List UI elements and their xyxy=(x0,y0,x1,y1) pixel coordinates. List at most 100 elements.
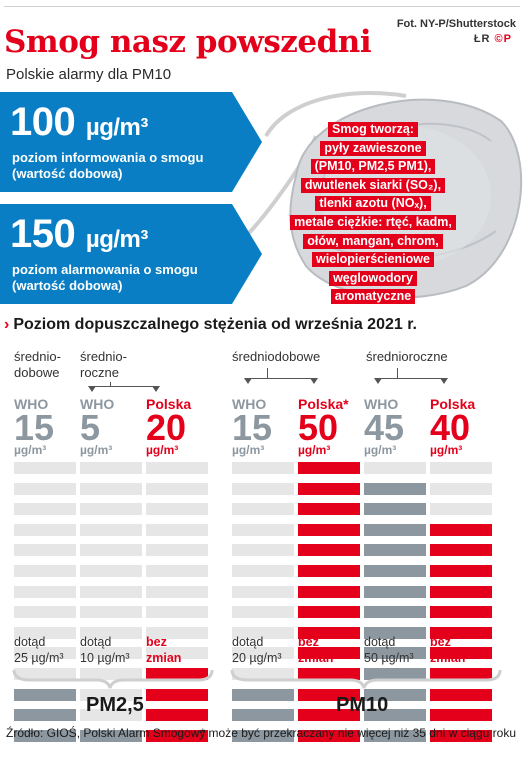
bar-segment-filled xyxy=(146,709,208,722)
column-footer-line: bez xyxy=(298,635,319,649)
alarm-info-description: poziom informowania o smogu (wartość dobo… xyxy=(12,150,203,182)
bar-segment-empty xyxy=(80,482,142,495)
alarm-info-value: 100 xyxy=(10,100,76,144)
bar-segment-empty xyxy=(364,462,426,474)
bar-segment-empty xyxy=(146,482,208,495)
group-brackets xyxy=(12,669,502,689)
bracket-stem xyxy=(397,368,398,378)
bar-segment-empty xyxy=(232,647,294,660)
bar-segment-filled xyxy=(14,729,76,742)
bar-segment-filled xyxy=(430,565,492,577)
photo-credit: Fot. NY-P/Shutterstock xyxy=(396,18,516,30)
bar-segment-filled xyxy=(364,688,426,701)
smog-line: pyły zawieszone xyxy=(320,140,426,156)
bar-segment-empty xyxy=(14,482,76,495)
source-note: Źródło: GIOŚ, Polski Alarm Smogowy xyxy=(6,726,206,740)
bracket-arrowhead xyxy=(88,386,96,392)
alarm-info-line: poziom informowania o smogu xyxy=(12,150,204,165)
bar-segment-empty xyxy=(232,544,294,557)
column-source-label: WHO xyxy=(80,396,115,412)
smog-line: metale ciężkie: rtęć, kadm, xyxy=(290,214,456,230)
bar-segment-empty xyxy=(146,462,208,474)
column-value: 40 xyxy=(430,407,471,448)
bar-segment-filled xyxy=(430,626,492,639)
bar-segment-filled xyxy=(430,585,492,598)
pm10-daily-label: średniodobowe xyxy=(232,349,321,364)
smog-line: tlenki azotu (NOₓ), xyxy=(315,196,431,212)
column-footer-line: dotąd xyxy=(364,635,396,649)
bar-segment-filled xyxy=(298,482,360,495)
column-source-label: Polska xyxy=(430,396,476,412)
bar-segment-filled xyxy=(364,544,426,557)
bar-segment-empty xyxy=(232,668,294,680)
column-footer-line: bez xyxy=(146,635,167,649)
column-value: 15 xyxy=(14,407,55,448)
bar-segment-empty xyxy=(146,523,208,536)
bar-segment-filled xyxy=(430,523,492,536)
bar-segment-empty xyxy=(146,503,208,516)
column-footer-line: dotąd xyxy=(80,635,112,649)
bar-segment-empty xyxy=(430,462,492,474)
bar-segment-empty xyxy=(80,544,142,557)
bar-segment-empty xyxy=(232,482,294,495)
smog-line: wielopierścieniowe xyxy=(312,252,434,268)
alarm-warning-description: poziom alarmowania o smogu (wartość dobow… xyxy=(12,262,198,294)
smog-composition-box: Smog tworzą: pyły zawieszone (PM10, PM2,… xyxy=(288,120,458,306)
alarm-warning-line: (wartość dobowa) xyxy=(12,278,123,293)
bracket-arrowhead xyxy=(152,386,160,392)
bar-segment-filled xyxy=(430,606,492,619)
alarm-warning-unit: µg/m³ xyxy=(85,226,149,253)
column-value: 20 xyxy=(146,407,187,448)
footnote: * może być przekraczany nie więcej niż 3… xyxy=(200,726,516,740)
alarm-warning-value: 150 xyxy=(10,212,76,256)
bar-segment-filled xyxy=(298,626,360,639)
bar-segment-filled xyxy=(430,709,492,722)
column-source-label: Polska* xyxy=(298,396,349,412)
column-unit: µg/m³ xyxy=(14,443,47,457)
bar-segment-filled xyxy=(14,688,76,701)
bar-segment-empty xyxy=(80,668,142,680)
column-footer-line: zmian xyxy=(430,651,466,665)
column-footer-line: 50 µg/m³ xyxy=(364,651,414,665)
bar-segment-filled xyxy=(364,606,426,619)
bar-segment-empty xyxy=(232,503,294,516)
bar-segment-filled xyxy=(298,647,360,660)
bar-segment-empty xyxy=(146,544,208,557)
column-unit: µg/m³ xyxy=(430,443,463,457)
bar-segment-filled xyxy=(364,482,426,495)
smog-line: węglowodory xyxy=(329,270,417,286)
bar-segment-empty xyxy=(14,626,76,639)
pm10-group-label: PM10 xyxy=(336,694,389,716)
bar-segment-filled xyxy=(364,626,426,639)
bar-segment-empty xyxy=(232,626,294,639)
smog-line: (PM10, PM2,5 PM1), xyxy=(310,159,436,175)
alarm-info-panel: 100 µg/m³ poziom informowania o smogu (wa… xyxy=(0,92,262,192)
chevron-right-icon: › xyxy=(4,316,10,333)
bar-segment-filled xyxy=(298,668,360,680)
column-footer-line: dotąd xyxy=(232,635,264,649)
label-line: roczne xyxy=(80,365,120,380)
alarm-info-line: (wartość dobowa) xyxy=(12,166,123,181)
bar-segment-filled xyxy=(298,585,360,598)
bar-segment-filled xyxy=(364,565,426,577)
bar-segment-empty xyxy=(146,626,208,639)
column-unit: µg/m³ xyxy=(80,443,113,457)
pm25-group-label: PM2,5 xyxy=(86,694,144,716)
bar-segment-empty xyxy=(80,688,142,701)
column-footer-line: bez xyxy=(430,635,451,649)
alarm-warning-panel: 150 µg/m³ poziom alarmowania o smogu (war… xyxy=(0,204,262,304)
top-rule xyxy=(4,6,520,7)
column-value: 45 xyxy=(364,407,405,448)
bar-segment-empty xyxy=(80,709,142,722)
bar-segment-filled xyxy=(364,668,426,680)
bar-segment-filled xyxy=(298,523,360,536)
pm25-daily-label: średnio- dobowe xyxy=(14,349,61,381)
column-footer-line: 20 µg/m³ xyxy=(232,651,282,665)
bar-segment-empty xyxy=(80,606,142,619)
pm10-annual-label: średnioroczne xyxy=(366,349,448,364)
bracket-stem xyxy=(110,382,111,386)
bar-segment-empty xyxy=(80,565,142,577)
bar-segment-empty xyxy=(14,585,76,598)
logo-lr: ŁR xyxy=(473,33,491,45)
column-value: 5 xyxy=(80,407,101,448)
